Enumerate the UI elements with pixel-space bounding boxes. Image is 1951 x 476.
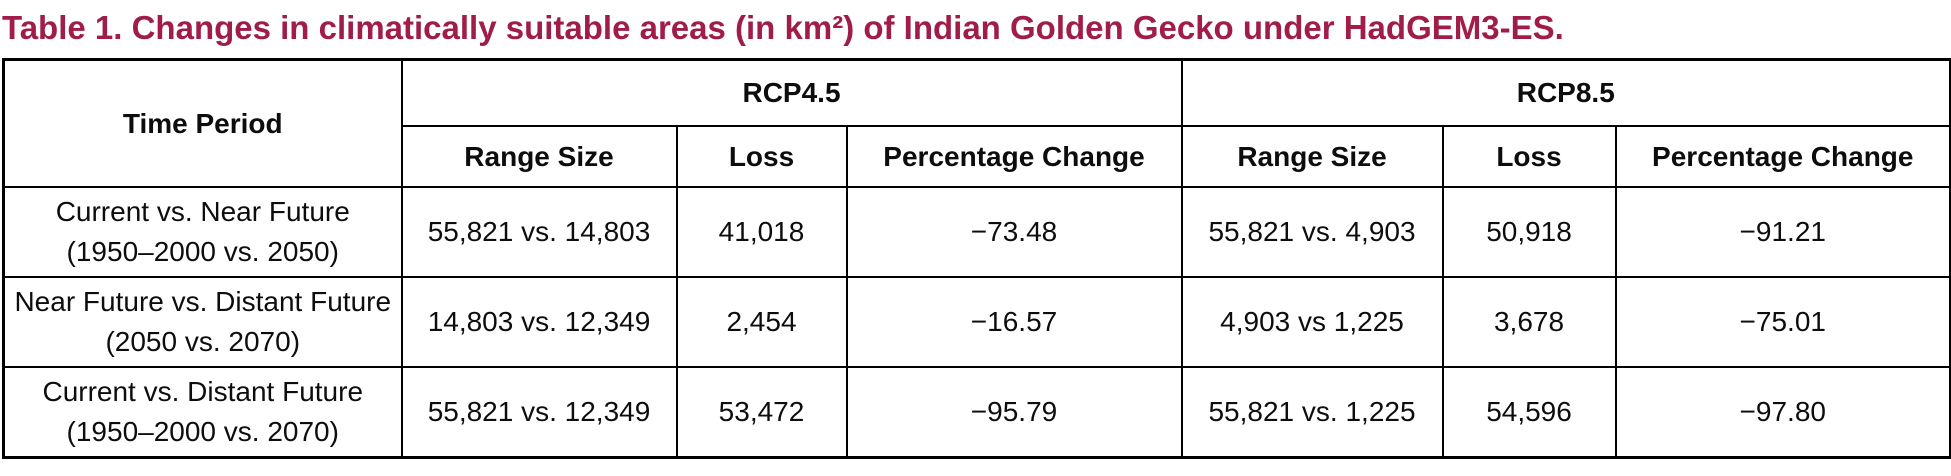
- header-row-groups: Time Period RCP4.5 RCP8.5: [2, 58, 1951, 188]
- rcp45-loss-cell: 53,472: [675, 366, 848, 458]
- time-period-line2: (1950–2000 vs. 2050): [66, 236, 339, 267]
- rcp85-loss-cell: 54,596: [1441, 366, 1617, 458]
- column-group-rcp85: RCP8.5: [1180, 58, 1951, 127]
- rcp45-range-size-cell: 55,821 vs. 12,349: [400, 366, 678, 458]
- climate-suitability-table: Time Period RCP4.5 RCP8.5 Range Size Los…: [2, 58, 1951, 459]
- rcp85-percentage-change-cell: −75.01: [1614, 276, 1951, 368]
- header-row-subcolumns: Range Size Loss Percentage Change Range …: [4, 125, 1951, 188]
- column-header-time-period: Time Period: [2, 58, 403, 188]
- time-period-cell: Near Future vs. Distant Future (2050 vs.…: [2, 276, 403, 368]
- rcp45-percentage-change-cell: −16.57: [845, 276, 1183, 368]
- time-period-line1: Current vs. Near Future: [55, 196, 350, 227]
- column-header-rcp45-percentage-change: Percentage Change: [845, 125, 1183, 188]
- column-header-rcp85-loss: Loss: [1441, 125, 1617, 188]
- rcp45-range-size-cell: 14,803 vs. 12,349: [400, 276, 678, 368]
- rcp85-range-size-cell: 55,821 vs. 1,225: [1180, 366, 1444, 458]
- rcp85-range-size-cell: 4,903 vs 1,225: [1180, 276, 1444, 368]
- time-period-cell: Current vs. Near Future (1950–2000 vs. 2…: [2, 186, 403, 278]
- rcp45-loss-cell: 41,018: [675, 186, 848, 278]
- time-period-cell: Current vs. Distant Future (1950–2000 vs…: [2, 366, 403, 458]
- table-row-current-vs-near-future: Current vs. Near Future (1950–2000 vs. 2…: [2, 186, 1951, 278]
- time-period-line1: Near Future vs. Distant Future: [14, 286, 392, 317]
- rcp45-loss-cell: 2,454: [675, 276, 848, 368]
- time-period-line2: (1950–2000 vs. 2070): [66, 415, 339, 447]
- column-header-rcp85-range-size: Range Size: [1180, 125, 1444, 188]
- rcp85-loss-cell: 3,678: [1441, 276, 1617, 368]
- rcp85-range-size-cell: 55,821 vs. 4,903: [1180, 186, 1444, 278]
- rcp85-percentage-change-cell: −91.21: [1614, 186, 1951, 278]
- table-caption: Table 1. Changes in climatically suitabl…: [2, 9, 1564, 46]
- rcp45-percentage-change-cell: −73.48: [845, 186, 1183, 278]
- rcp85-loss-cell: 50,918: [1441, 186, 1617, 278]
- time-period-line1: Current vs. Distant Future: [42, 375, 364, 407]
- rcp45-range-size-cell: 55,821 vs. 14,803: [400, 186, 678, 278]
- rcp45-percentage-change-cell: −95.79: [845, 366, 1183, 458]
- column-header-rcp45-loss: Loss: [675, 125, 848, 188]
- column-group-rcp45: RCP4.5: [400, 58, 1183, 127]
- table-row-near-future-vs-distant-future: Near Future vs. Distant Future (2050 vs.…: [2, 276, 1951, 368]
- table-row-current-vs-distant-future: Current vs. Distant Future (1950–2000 vs…: [2, 366, 1951, 458]
- rcp85-percentage-change-cell: −97.80: [1614, 366, 1951, 458]
- time-period-line2: (2050 vs. 2070): [105, 326, 301, 357]
- column-header-rcp85-percentage-change: Percentage Change: [1614, 125, 1951, 188]
- column-header-rcp45-range-size: Range Size: [400, 125, 678, 188]
